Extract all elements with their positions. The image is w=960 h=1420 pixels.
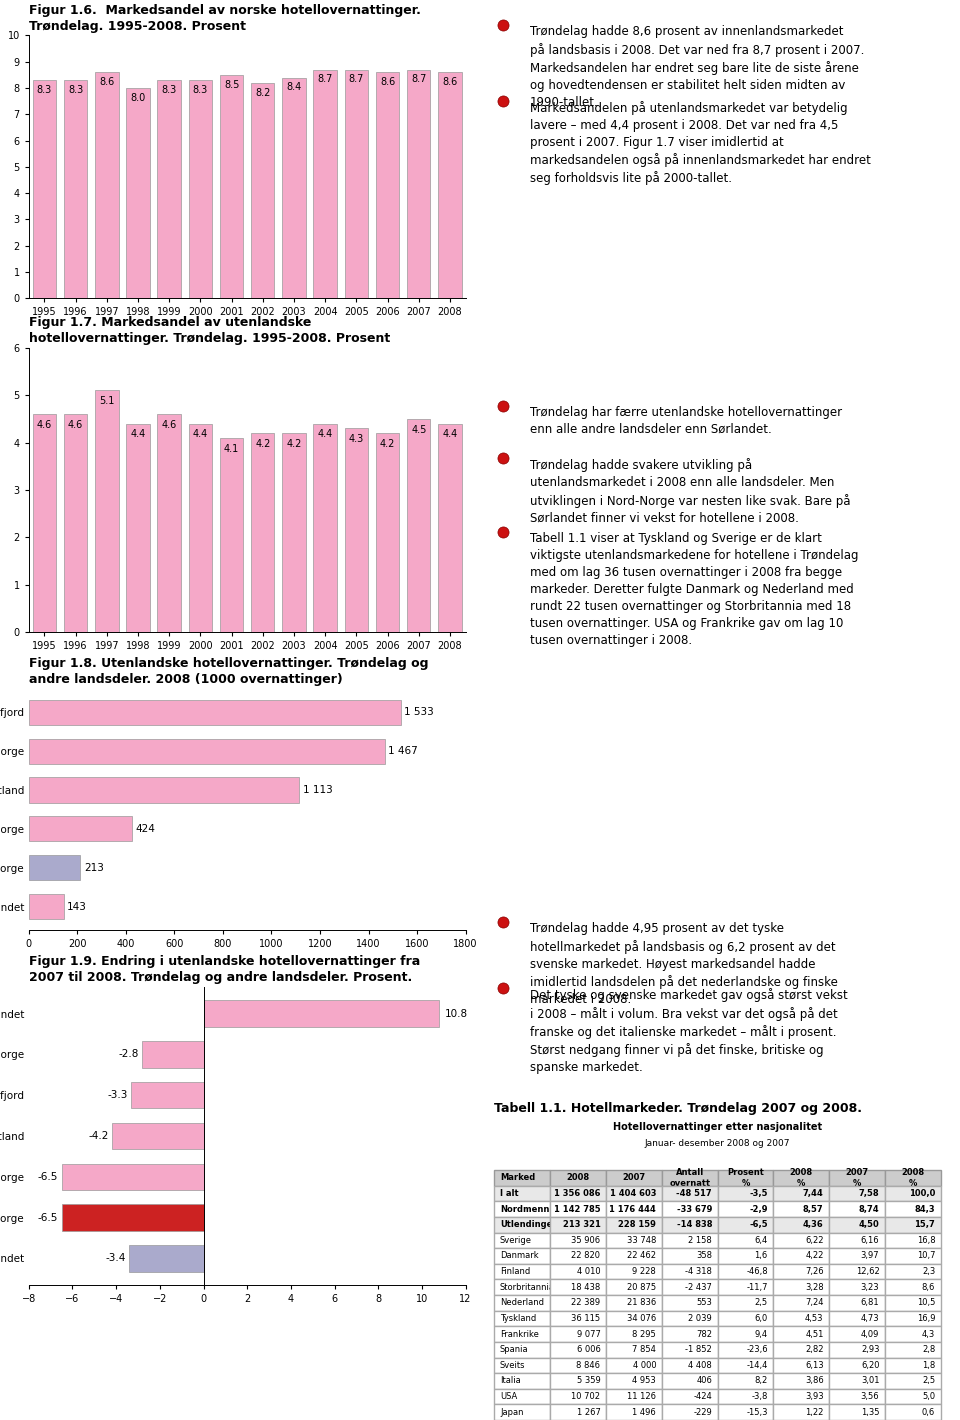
Bar (127, 88, 150, 298)
Bar (252, 82, 275, 298)
Text: -4.2: -4.2 (88, 1130, 108, 1142)
Text: 4.4: 4.4 (318, 429, 333, 439)
Bar (282, 78, 305, 298)
Text: 8.4: 8.4 (286, 82, 301, 92)
Text: 4.1: 4.1 (224, 443, 239, 453)
Text: -2.8: -2.8 (119, 1049, 139, 1059)
Bar (345, 70, 368, 298)
Text: 8.3: 8.3 (193, 85, 208, 95)
Bar (407, 70, 430, 298)
Text: Markedsandelen på utenlandsmarkedet var betydelig
lavere – med 4,4 prosent i 200: Markedsandelen på utenlandsmarkedet var … (530, 101, 871, 185)
Text: 4.4: 4.4 (193, 429, 208, 439)
Text: Tabell 1.1 viser at Tyskland og Sverige er de klart
viktigste utenlandsmarkedene: Tabell 1.1 viser at Tyskland og Sverige … (530, 532, 858, 648)
Bar (29, 700, 401, 726)
Bar (189, 80, 212, 298)
Text: Det tyske og svenske markedet gav også størst vekst
i 2008 – målt i volum. Bra v: Det tyske og svenske markedet gav også s… (530, 988, 848, 1075)
Text: 8.3: 8.3 (36, 85, 52, 95)
Text: 8.6: 8.6 (99, 77, 114, 87)
Text: 143: 143 (67, 902, 87, 912)
Text: -3.4: -3.4 (106, 1254, 126, 1264)
Bar (64, 80, 87, 298)
Bar (64, 415, 87, 632)
Text: 4.2: 4.2 (255, 439, 271, 449)
Text: 8.5: 8.5 (224, 80, 239, 89)
Text: 4.2: 4.2 (380, 439, 396, 449)
Bar (314, 423, 337, 632)
Text: Januar- desember 2008 og 2007: Januar- desember 2008 og 2007 (645, 1139, 790, 1147)
Bar (345, 429, 368, 632)
Text: 4.3: 4.3 (348, 435, 364, 444)
Bar (29, 855, 81, 880)
Text: Trøndelag hadde 4,95 prosent av det tyske
hotellmarkedet på landsbasis og 6,2 pr: Trøndelag hadde 4,95 prosent av det tysk… (530, 923, 838, 1005)
Text: 8.2: 8.2 (255, 88, 271, 98)
Text: Trøndelag hadde svakere utvikling på
utenlandsmarkedet i 2008 enn alle landsdele: Trøndelag hadde svakere utvikling på ute… (530, 459, 851, 525)
Bar (204, 1001, 440, 1027)
Text: 8.7: 8.7 (318, 74, 333, 84)
Bar (111, 1123, 204, 1149)
Text: 4.4: 4.4 (131, 429, 146, 439)
Bar (220, 75, 243, 298)
Bar (61, 1163, 204, 1190)
Text: 5.1: 5.1 (99, 396, 114, 406)
Text: 4.6: 4.6 (36, 420, 52, 430)
Bar (132, 1082, 204, 1109)
Bar (407, 419, 430, 632)
Bar (130, 1245, 204, 1271)
Bar (33, 415, 56, 632)
Bar (95, 72, 118, 298)
Text: 8.7: 8.7 (411, 74, 426, 84)
Text: 8.7: 8.7 (348, 74, 364, 84)
Bar (376, 72, 399, 298)
Text: Tabell 1.1. Hotellmarkeder. Trøndelag 2007 og 2008.: Tabell 1.1. Hotellmarkeder. Trøndelag 20… (494, 1102, 862, 1115)
Text: 4.4: 4.4 (443, 429, 458, 439)
Bar (220, 437, 243, 632)
Text: 10.8: 10.8 (444, 1008, 468, 1018)
Bar (29, 816, 132, 842)
Text: Trøndelag har færre utenlandske hotellovernattinger
enn alle andre landsdeler en: Trøndelag har færre utenlandske hotellov… (530, 406, 842, 436)
Bar (157, 415, 180, 632)
Bar (142, 1041, 204, 1068)
Text: 8.3: 8.3 (68, 85, 84, 95)
Text: 4.5: 4.5 (411, 425, 426, 435)
Text: 424: 424 (135, 824, 156, 834)
Bar (29, 893, 63, 919)
Text: -6.5: -6.5 (37, 1172, 59, 1181)
Text: 8.6: 8.6 (380, 77, 396, 87)
Text: Hotellovernattinger etter nasjonalitet: Hotellovernattinger etter nasjonalitet (613, 1122, 822, 1132)
Text: 4.6: 4.6 (68, 420, 84, 430)
Bar (252, 433, 275, 632)
Bar (376, 433, 399, 632)
Text: 4.6: 4.6 (161, 420, 177, 430)
Bar (157, 80, 180, 298)
Text: 8.0: 8.0 (131, 92, 146, 102)
Text: Figur 1.8. Utenlandske hotellovernattinger. Trøndelag og
andre landsdeler. 2008 : Figur 1.8. Utenlandske hotellovernatting… (29, 657, 428, 686)
Text: 8.3: 8.3 (161, 85, 177, 95)
Bar (189, 423, 212, 632)
Text: 8.6: 8.6 (443, 77, 458, 87)
Text: 1 467: 1 467 (389, 746, 419, 755)
Bar (61, 1204, 204, 1231)
Bar (95, 391, 118, 632)
Bar (282, 433, 305, 632)
Text: -6.5: -6.5 (37, 1213, 59, 1223)
Bar (33, 80, 56, 298)
Text: Trøndelag hadde 8,6 prosent av innenlandsmarkedet
på landsbasis i 2008. Det var : Trøndelag hadde 8,6 prosent av innenland… (530, 26, 865, 109)
Text: 4.2: 4.2 (286, 439, 301, 449)
Bar (439, 72, 462, 298)
Text: Figur 1.7. Markedsandel av utenlandske
hotellovernattinger. Trøndelag. 1995-2008: Figur 1.7. Markedsandel av utenlandske h… (29, 317, 390, 345)
Text: Figur 1.9. Endring i utenlandske hotellovernattinger fra
2007 til 2008. Trøndela: Figur 1.9. Endring i utenlandske hotello… (29, 956, 420, 984)
Text: Figur 1.6.  Markedsandel av norske hotellovernattinger.
Trøndelag. 1995-2008. Pr: Figur 1.6. Markedsandel av norske hotell… (29, 4, 420, 33)
Bar (439, 423, 462, 632)
Text: 1 113: 1 113 (302, 785, 332, 795)
Text: 1 533: 1 533 (404, 707, 434, 717)
Text: 213: 213 (84, 863, 104, 873)
Bar (29, 777, 299, 802)
Bar (127, 423, 150, 632)
Bar (29, 738, 385, 764)
Bar (314, 70, 337, 298)
Text: -3.3: -3.3 (108, 1091, 129, 1100)
